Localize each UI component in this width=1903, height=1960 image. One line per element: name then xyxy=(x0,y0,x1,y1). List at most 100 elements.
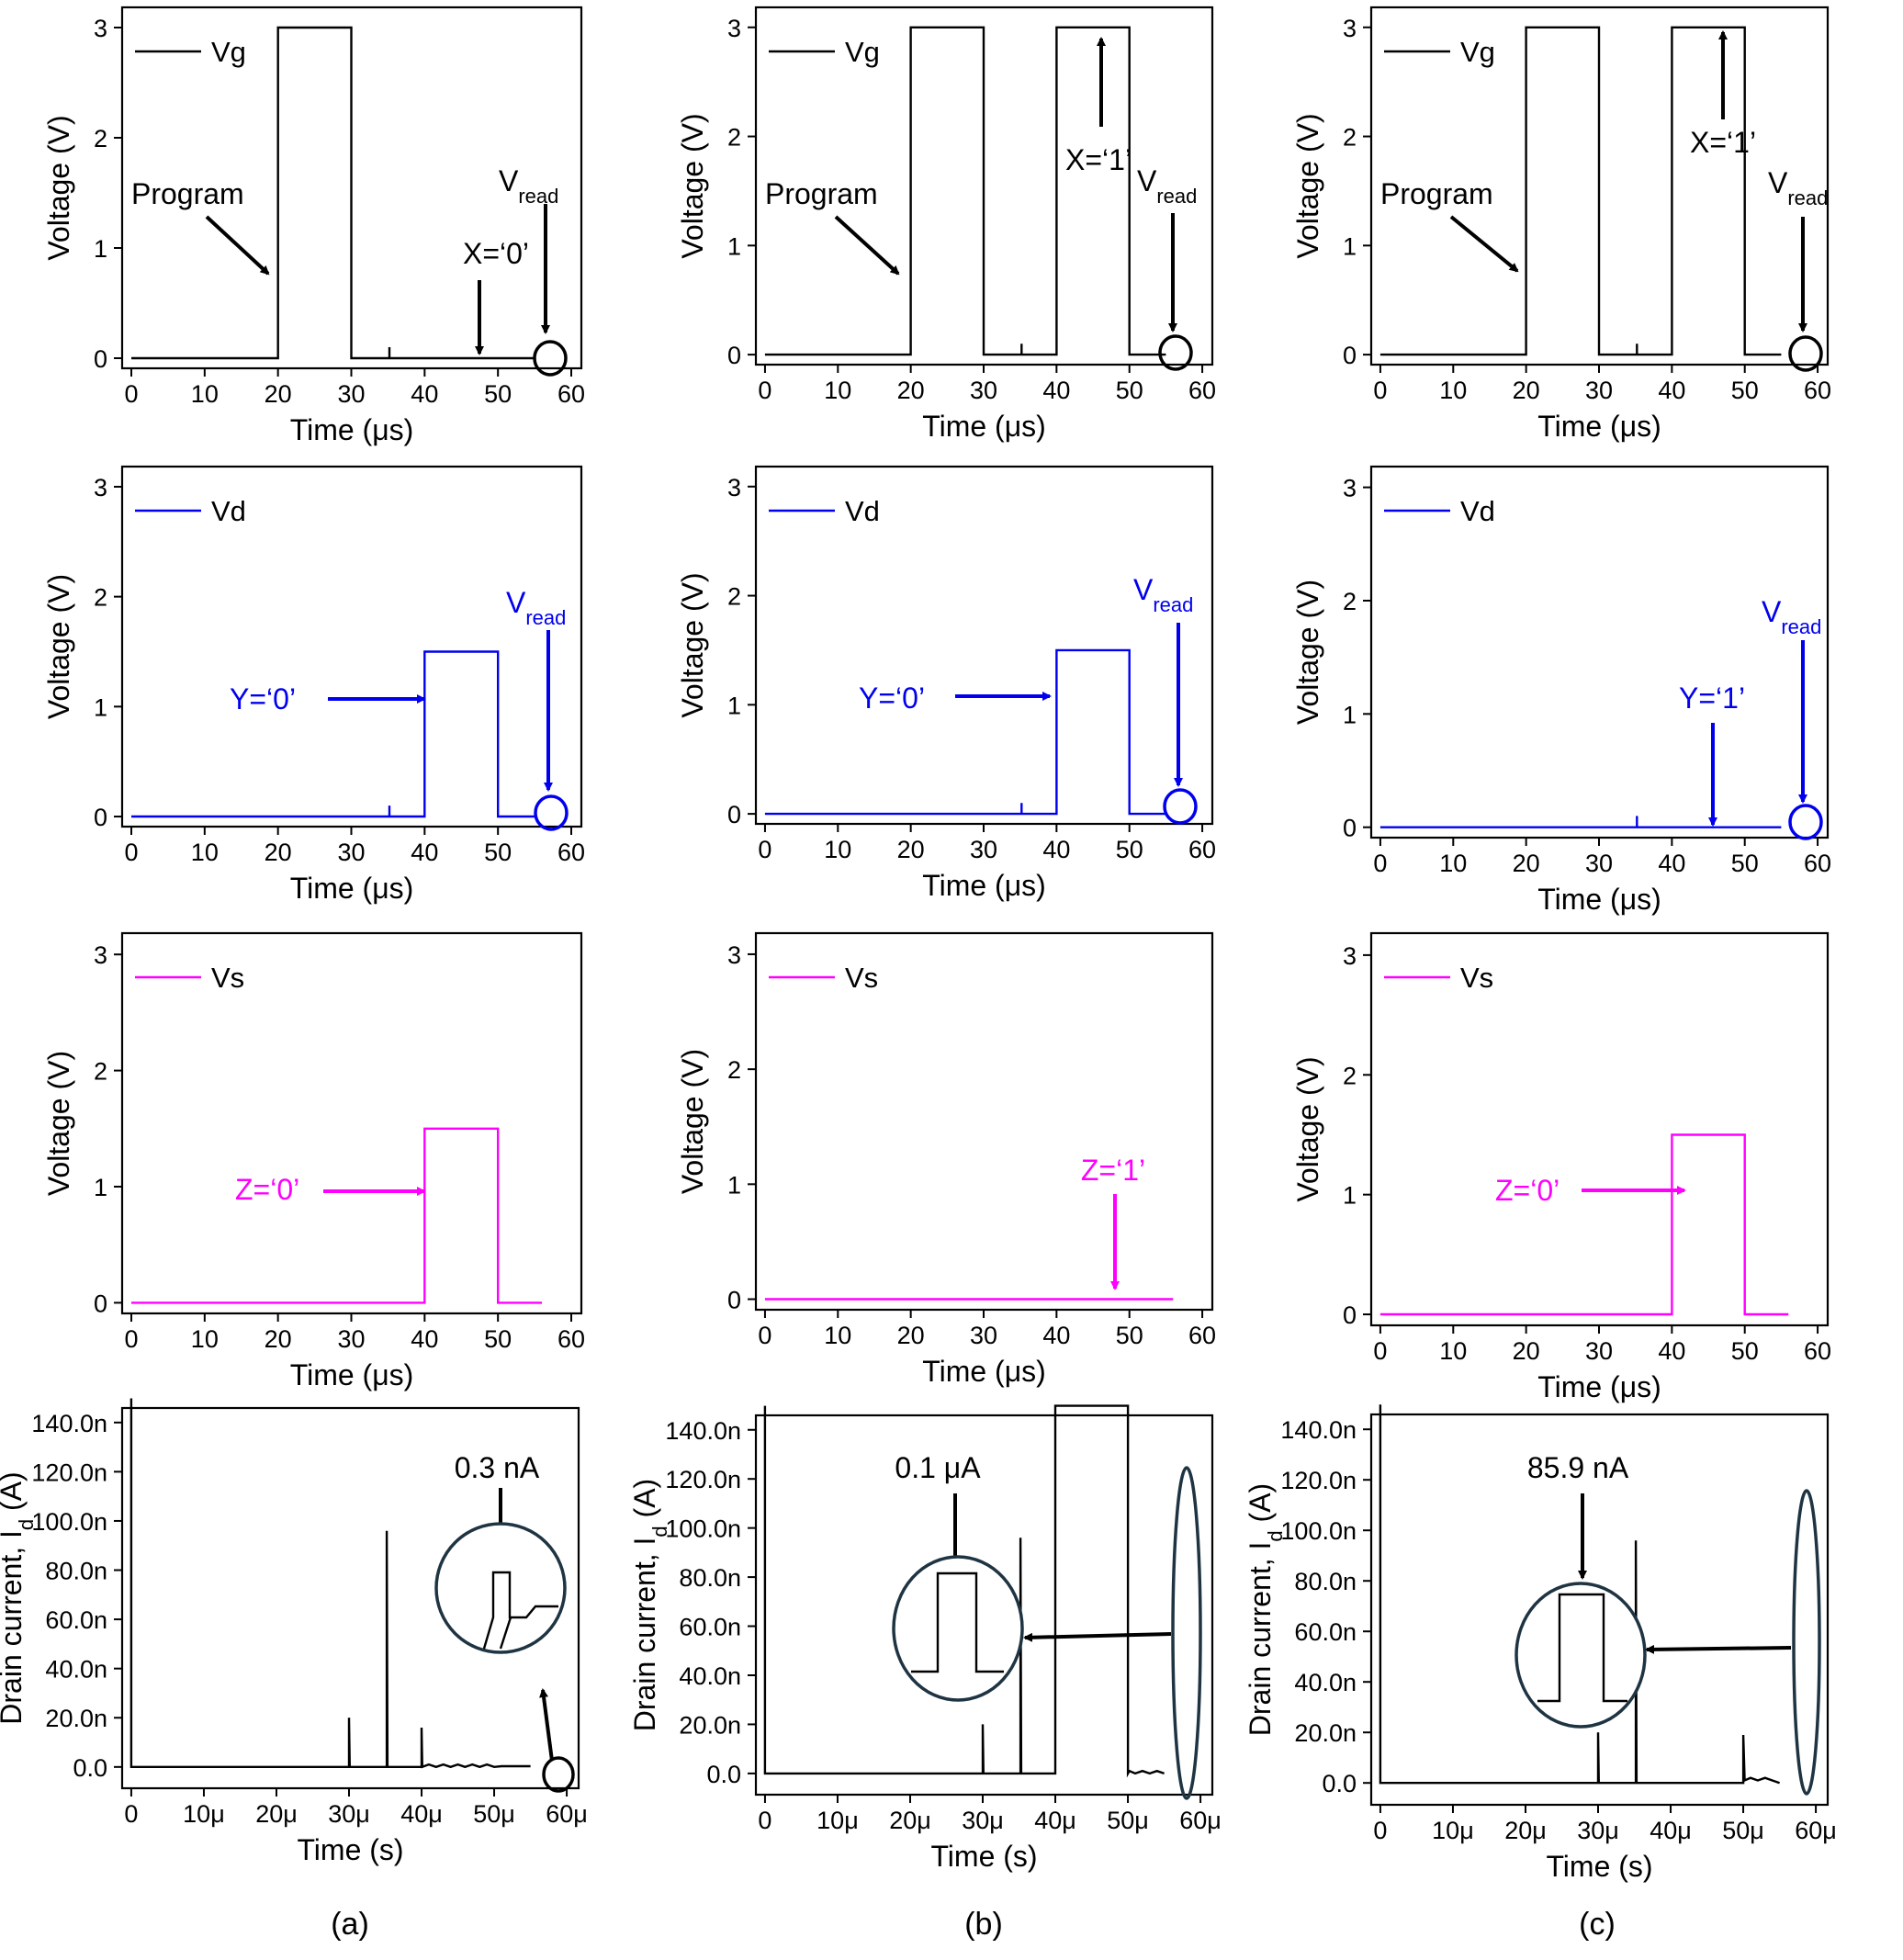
y-axis-label-sub: d xyxy=(1264,1530,1287,1541)
y-tick-label: 140.0n xyxy=(31,1410,107,1437)
series-line xyxy=(1379,1404,1780,1785)
y-tick-label: 100.0n xyxy=(31,1508,107,1536)
zoom-arrow xyxy=(1645,1644,1792,1654)
plot-frame xyxy=(754,465,1214,826)
chart-a-vd: 0 10 20 30 40 50 60 0 1 2 3 Time (μs) Voltage (V) Vd xyxy=(42,465,585,905)
y-axis-label-unit: (A) xyxy=(1244,1483,1277,1531)
series-line xyxy=(131,26,535,360)
y-tick-label: 20.0n xyxy=(679,1711,741,1739)
y-tick-label: 1 xyxy=(727,692,741,719)
y-axis-label: Drain current, Id (A) xyxy=(628,1479,671,1731)
x-tick-label: 50μ xyxy=(1107,1807,1149,1834)
vread-label: Vread xyxy=(506,586,566,629)
x-tick-label: 20 xyxy=(1513,850,1540,877)
vread-sub: read xyxy=(1153,593,1193,616)
y-tick-label: 2 xyxy=(94,1058,107,1086)
y-input-label: Y=‘0’ xyxy=(230,682,296,715)
x-tick-label: 10μ xyxy=(1432,1817,1474,1844)
legend-label: Vd xyxy=(211,495,246,527)
series-line xyxy=(1379,816,1782,828)
legend-label: Vg xyxy=(1460,36,1495,68)
legend-label: Vd xyxy=(1460,495,1495,527)
vread-label: Vread xyxy=(1137,164,1197,208)
caption-c: (c) xyxy=(1579,1907,1616,1942)
y-axis-label: Voltage (V) xyxy=(676,1049,709,1194)
zoom-inset-trace xyxy=(482,1571,558,1650)
zoom-inset-circle xyxy=(892,1555,1024,1702)
x-tick-label: 50 xyxy=(1731,1337,1759,1365)
x-tick-label: 50 xyxy=(1116,377,1143,404)
y-tick-label: 40.0n xyxy=(45,1656,107,1684)
zoom-inset-trace xyxy=(1537,1593,1627,1703)
y-tick-label: 120.0n xyxy=(665,1466,741,1493)
y-axis-label: Voltage (V) xyxy=(42,574,75,719)
chart-b-vg: 0 10 20 30 40 50 60 0 1 2 3 Time (μs) Voltage (V) Vg xyxy=(676,6,1216,443)
x-tick-label: 40 xyxy=(1042,836,1070,863)
plot-frame xyxy=(1369,1413,1830,1807)
x-axis-label: Time (μs) xyxy=(290,1358,414,1391)
x-tick-label: 50 xyxy=(484,380,512,408)
x-tick-label: 40 xyxy=(1658,1337,1685,1365)
y-tick-label: 3 xyxy=(94,941,107,969)
vread-main: V xyxy=(1762,595,1782,628)
plot-frame xyxy=(120,465,583,828)
x-tick-label: 10 xyxy=(1439,850,1467,877)
highlight-circle xyxy=(1158,334,1193,371)
x-input-label: X=‘0’ xyxy=(463,237,529,270)
y-axis-label: Voltage (V) xyxy=(676,572,709,717)
x-tick-label: 10 xyxy=(191,1325,219,1353)
y-tick-label: 20.0n xyxy=(1294,1719,1357,1747)
x-tick-label: 40μ xyxy=(1034,1807,1076,1834)
y-input-label: Y=‘0’ xyxy=(859,681,925,715)
x-tick-label: 40 xyxy=(411,839,438,866)
y-axis-label: Voltage (V) xyxy=(1291,580,1324,725)
x-tick-label: 60μ xyxy=(1179,1807,1222,1834)
y-tick-label: 0 xyxy=(727,1287,741,1314)
y-axis-label: Voltage (V) xyxy=(676,113,709,258)
x-tick-label: 20 xyxy=(1513,377,1540,404)
plot-frame xyxy=(120,1406,580,1790)
plot-frame xyxy=(754,1414,1214,1797)
current-value-label: 0.3 nA xyxy=(455,1451,540,1484)
y-tick-label: 60.0n xyxy=(679,1614,741,1641)
zoom-source-ellipse xyxy=(1171,1466,1202,1800)
y-tick-label: 100.0n xyxy=(1280,1517,1357,1545)
y-tick-label: 80.0n xyxy=(1294,1568,1357,1595)
x-tick-label: 30μ xyxy=(328,1800,370,1828)
vread-sub: read xyxy=(525,606,566,629)
series-line xyxy=(131,1127,543,1304)
vread-label: Vread xyxy=(499,164,558,208)
zoom-inset-circle xyxy=(434,1522,567,1654)
vread-main: V xyxy=(1133,573,1154,606)
x-tick-label: 10 xyxy=(191,380,219,408)
y-tick-label: 60.0n xyxy=(45,1606,107,1634)
y-tick-label: 0 xyxy=(1343,1301,1357,1329)
x-axis-label: Time (s) xyxy=(297,1833,403,1866)
program-label: Program xyxy=(1380,177,1493,210)
highlight-circle xyxy=(1163,788,1198,825)
y-tick-label: 0 xyxy=(94,345,107,373)
x-tick-label: 40 xyxy=(411,1325,438,1353)
legend-label: Vg xyxy=(845,36,880,68)
x-tick-label: 60 xyxy=(1188,377,1216,404)
x-tick-label: 0 xyxy=(124,1800,138,1828)
chart-a-vs: 0 10 20 30 40 50 60 0 1 2 3 Time (μs) Voltage (V) Vs xyxy=(42,931,585,1391)
x-tick-label: 50 xyxy=(1116,1322,1143,1349)
y-axis-label: Drain current, Id (A) xyxy=(1244,1483,1287,1736)
plot-frame xyxy=(1369,465,1830,839)
x-tick-label: 20μ xyxy=(889,1807,931,1834)
x-tick-label: 10 xyxy=(191,839,219,866)
y-tick-label: 1 xyxy=(94,1174,107,1201)
x-input-label: X=‘1’ xyxy=(1065,143,1132,176)
plot-frame xyxy=(120,931,583,1315)
series-line xyxy=(129,1398,531,1769)
x-tick-label: 10μ xyxy=(816,1807,859,1834)
x-tick-label: 30 xyxy=(1585,377,1613,404)
zoom-source-circle xyxy=(542,1756,575,1793)
x-axis-label: Time (μs) xyxy=(1537,1370,1661,1403)
x-tick-label: 20 xyxy=(897,1322,925,1349)
series-line xyxy=(764,648,1166,816)
vread-sub: read xyxy=(1781,615,1821,638)
